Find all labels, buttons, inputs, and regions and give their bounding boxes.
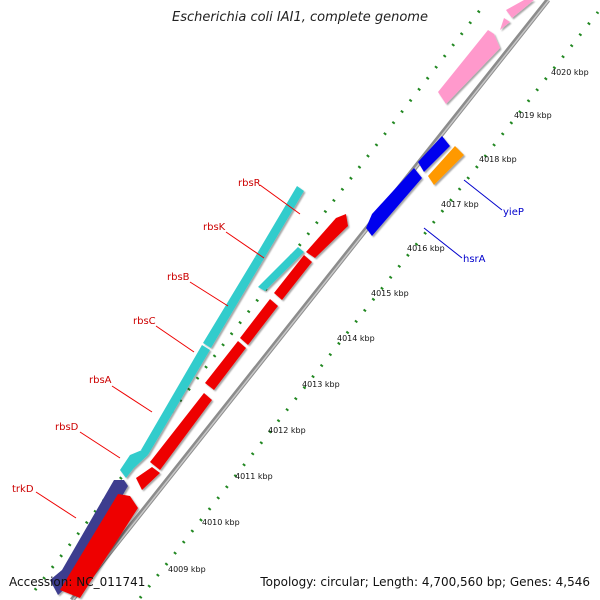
cds-rbsK-cyan bbox=[258, 247, 304, 291]
leader-yieP bbox=[463, 179, 503, 211]
tick-label-4015: 4015 kbp bbox=[371, 289, 409, 298]
gene-label-rbsR: rbsR bbox=[238, 178, 261, 189]
genome-summary-text: Topology: circular; Length: 4,700,560 bp… bbox=[260, 575, 590, 589]
cds-pink-3 bbox=[500, 18, 510, 30]
leader-hsrA bbox=[423, 227, 463, 259]
gene-label-rbsD: rbsD bbox=[55, 422, 79, 433]
cds-red-3 bbox=[150, 393, 212, 470]
gc-dot-track-outer bbox=[33, 9, 482, 591]
leader-trkD bbox=[35, 491, 77, 519]
cds-red-4 bbox=[205, 341, 246, 390]
tick-label-4020: 4020 kbp bbox=[551, 68, 589, 77]
gc-dot-track-inner bbox=[138, 11, 600, 599]
cds-pink-2 bbox=[506, 0, 534, 18]
cds-red-5 bbox=[240, 299, 278, 345]
tick-label-4014: 4014 kbp bbox=[337, 334, 375, 343]
cds-trkD bbox=[50, 480, 128, 595]
cds-pink-1 bbox=[438, 30, 500, 104]
tick-label-4010: 4010 kbp bbox=[202, 518, 240, 527]
leader-rbsD bbox=[79, 431, 121, 459]
gene-label-yieP: yieP bbox=[503, 207, 524, 218]
tick-label-4012: 4012 kbp bbox=[268, 426, 306, 435]
cds-rbsB bbox=[255, 186, 304, 262]
cds-yieP bbox=[428, 146, 464, 185]
gene-label-rbsB: rbsB bbox=[167, 272, 190, 283]
gene-label-hsrA: hsrA bbox=[463, 254, 486, 265]
genome-backbone-highlight bbox=[72, 0, 550, 600]
gene-label-trkD: trkD bbox=[12, 484, 34, 495]
tick-label-4017: 4017 kbp bbox=[441, 200, 479, 209]
leader-rbsA bbox=[111, 385, 153, 413]
leader-rbsB bbox=[189, 281, 229, 307]
tick-label-4013: 4013 kbp bbox=[302, 380, 340, 389]
cds-hsrA bbox=[366, 168, 422, 236]
cds-red-6 bbox=[274, 255, 312, 300]
tick-label-4019: 4019 kbp bbox=[514, 111, 552, 120]
tick-label-4009: 4009 kbp bbox=[168, 565, 206, 574]
cds-red-7 bbox=[306, 214, 348, 258]
cds-rbsA bbox=[141, 345, 210, 455]
leader-rbsR bbox=[259, 184, 301, 215]
gene-label-rbsA: rbsA bbox=[89, 375, 112, 386]
accession-text: Accession: NC_011741 bbox=[9, 575, 146, 589]
tick-label-4018: 4018 kbp bbox=[479, 155, 517, 164]
cds-rbsD bbox=[120, 450, 148, 478]
cds-blue-2 bbox=[418, 136, 450, 172]
tick-label-4011: 4011 kbp bbox=[235, 472, 273, 481]
genome-backbone bbox=[70, 0, 550, 600]
gene-label-rbsC: rbsC bbox=[133, 316, 156, 327]
leader-rbsK bbox=[225, 231, 265, 259]
cds-red-1 bbox=[60, 494, 138, 598]
gene-label-rbsK: rbsK bbox=[203, 222, 226, 233]
cds-rbsC bbox=[203, 257, 262, 348]
tick-label-4016: 4016 kbp bbox=[407, 244, 445, 253]
page-title: Escherichia coli IAI1, complete genome bbox=[172, 10, 428, 25]
cds-red-2 bbox=[136, 467, 160, 490]
leader-rbsC bbox=[155, 325, 195, 353]
